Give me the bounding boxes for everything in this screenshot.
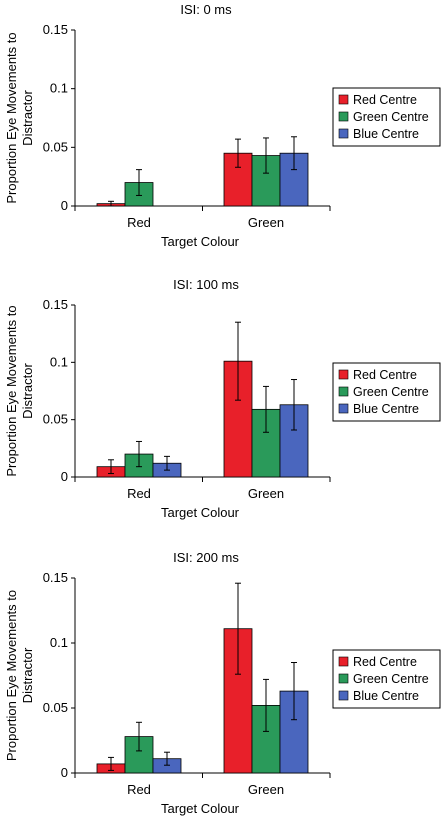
- legend-swatch: [338, 369, 349, 380]
- x-axis-label: Target Colour: [161, 505, 240, 520]
- legend-box: [332, 87, 441, 147]
- y-tick-label: 0: [61, 469, 68, 484]
- x-tick-label: Red: [127, 486, 151, 501]
- x-tick-label: Green: [248, 215, 284, 230]
- legend-label: Green Centre: [353, 672, 429, 686]
- chart-title: ISI: 0 ms: [180, 2, 232, 17]
- legend-label: Blue Centre: [353, 127, 419, 141]
- y-tick-label: 0.05: [43, 412, 68, 427]
- y-tick-label: 0.15: [43, 297, 68, 312]
- legend-swatch: [338, 111, 349, 122]
- legend-label: Red Centre: [353, 655, 417, 669]
- y-tick-label: 0.15: [43, 22, 68, 37]
- x-tick-label: Green: [248, 782, 284, 797]
- y-axis-label: Proportion Eye Movements toDistractor: [4, 590, 35, 761]
- legend-swatch: [338, 128, 349, 139]
- legend-swatch: [338, 656, 349, 667]
- legend-label: Red Centre: [353, 368, 417, 382]
- x-tick-label: Green: [248, 486, 284, 501]
- y-axis-label: Proportion Eye Movements toDistractor: [4, 32, 35, 203]
- legend-label: Blue Centre: [353, 689, 419, 703]
- chart-title: ISI: 100 ms: [173, 277, 239, 292]
- x-axis-label: Target Colour: [161, 801, 240, 816]
- legend-label: Green Centre: [353, 385, 429, 399]
- y-tick-label: 0.05: [43, 700, 68, 715]
- legend-swatch: [338, 690, 349, 701]
- x-tick-label: Red: [127, 782, 151, 797]
- legend-label: Green Centre: [353, 110, 429, 124]
- y-tick-label: 0: [61, 198, 68, 213]
- y-tick-label: 0.1: [50, 81, 68, 96]
- y-tick-label: 0.1: [50, 635, 68, 650]
- legend-swatch: [338, 403, 349, 414]
- legend-swatch: [338, 673, 349, 684]
- legend-label: Red Centre: [353, 93, 417, 107]
- legend-box: [332, 362, 441, 422]
- y-tick-label: 0.05: [43, 139, 68, 154]
- y-tick-label: 0.1: [50, 354, 68, 369]
- y-tick-label: 0.15: [43, 570, 68, 585]
- chart-title: ISI: 200 ms: [173, 550, 239, 565]
- y-axis-label: Proportion Eye Movements toDistractor: [4, 305, 35, 476]
- legend-box: [332, 649, 441, 709]
- legend-swatch: [338, 94, 349, 105]
- x-axis-label: Target Colour: [161, 234, 240, 249]
- legend-swatch: [338, 386, 349, 397]
- x-tick-label: Red: [127, 215, 151, 230]
- legend-label: Blue Centre: [353, 402, 419, 416]
- y-tick-label: 0: [61, 765, 68, 780]
